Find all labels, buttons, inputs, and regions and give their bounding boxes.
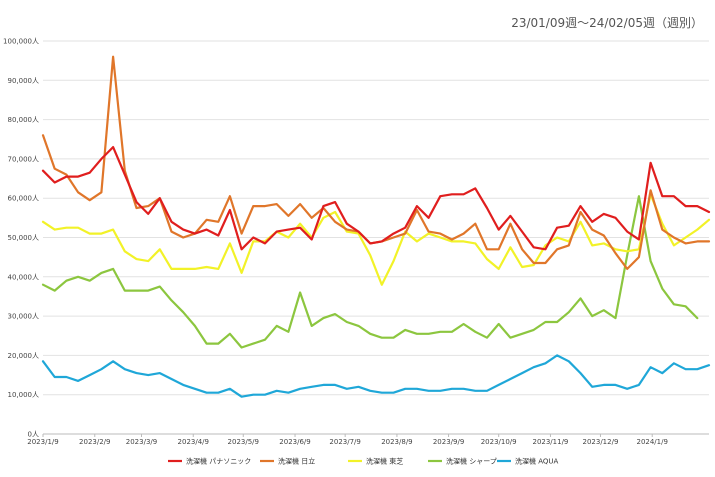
x-tick-label: 2023/1/9 bbox=[27, 438, 58, 446]
y-tick-label: 20,000人 bbox=[8, 352, 40, 360]
x-tick-label: 2023/7/9 bbox=[329, 438, 360, 446]
y-tick-label: 70,000人 bbox=[8, 155, 40, 163]
x-tick-label: 2024/1/9 bbox=[636, 438, 667, 446]
x-tick-label: 2023/5/9 bbox=[228, 438, 259, 446]
x-tick-label: 2023/11/9 bbox=[532, 438, 568, 446]
x-tick-label: 2023/3/9 bbox=[126, 438, 157, 446]
y-tick-label: 50,000人 bbox=[8, 234, 40, 242]
y-tick-label: 0人 bbox=[28, 431, 39, 439]
legend-label-2: 洗濯機 東芝 bbox=[366, 457, 403, 466]
legend-label-4: 洗濯機 AQUA bbox=[515, 457, 559, 466]
x-tick-label: 2023/10/9 bbox=[481, 438, 517, 446]
x-tick-label: 2023/2/9 bbox=[79, 438, 110, 446]
y-tick-label: 100,000人 bbox=[3, 38, 39, 46]
legend-label-1: 洗濯機 日立 bbox=[278, 457, 315, 466]
y-axis-ticks: 0人 10,000人 20,000人 30,000人 40,000人 50,000人 60,… bbox=[3, 38, 39, 439]
chart-subtitle: 23/01/09週～24/02/05週（週別） bbox=[511, 16, 703, 30]
x-tick-label: 2023/4/9 bbox=[178, 438, 209, 446]
series-line-3 bbox=[41, 195, 699, 349]
y-tick-label: 60,000人 bbox=[8, 195, 40, 203]
y-tick-label: 80,000人 bbox=[8, 116, 40, 124]
y-tick-label: 40,000人 bbox=[8, 273, 40, 281]
series-lines bbox=[41, 55, 711, 398]
x-tick-label: 2023/6/9 bbox=[279, 438, 310, 446]
x-tick-label: 2023/9/9 bbox=[433, 438, 464, 446]
x-tick-label: 2023/8/9 bbox=[381, 438, 412, 446]
series-line-2 bbox=[41, 193, 711, 286]
gridlines bbox=[43, 40, 709, 435]
legend-label-3: 洗濯機 シャープ bbox=[446, 457, 497, 466]
legend-label-0: 洗濯機 パナソニック bbox=[186, 457, 251, 466]
x-tick-label: 2023/12/9 bbox=[583, 438, 619, 446]
series-line-4 bbox=[41, 354, 711, 398]
x-axis-ticks: 2023/1/9 2023/2/9 2023/3/9 2023/4/9 2023/5/9… bbox=[27, 434, 668, 446]
series-line-0 bbox=[41, 146, 711, 251]
y-tick-label: 30,000人 bbox=[8, 313, 40, 321]
y-tick-label: 90,000人 bbox=[8, 77, 40, 85]
y-tick-label: 10,000人 bbox=[8, 391, 40, 399]
legend: 洗濯機 パナソニック 洗濯機 日立 洗濯機 東芝 洗濯機 シャープ 洗濯機 AQUA bbox=[168, 457, 559, 466]
